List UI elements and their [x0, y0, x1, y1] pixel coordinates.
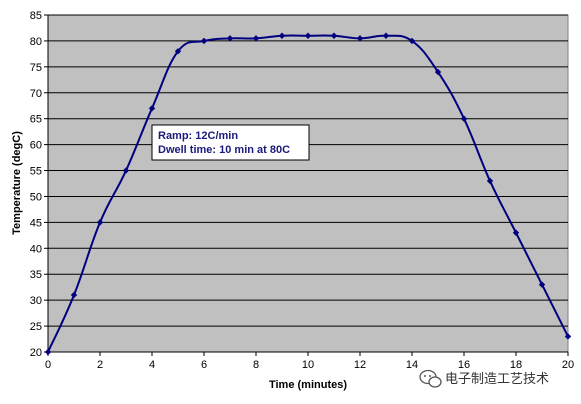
data-point [226, 35, 234, 42]
data-point [382, 32, 390, 39]
annotation-ramp: Ramp: 12C/min [158, 130, 238, 142]
data-point [486, 177, 494, 185]
y-tick-labels: 20 25 30 35 40 45 50 55 60 65 70 75 80 85 [30, 10, 42, 359]
annotation-box: Ramp: 12C/min Dwell time: 10 min at 80C [151, 124, 310, 161]
data-point [44, 348, 52, 356]
x-axis-title: Time (minutes) [269, 379, 347, 391]
x-tick-labels: 0 2 4 6 8 10 12 14 16 18 20 [45, 359, 574, 371]
plot-area [47, 14, 569, 353]
y-tick-label: 20 [30, 347, 42, 359]
watermark-text: 电子制造工艺技术 [445, 372, 549, 387]
data-point [408, 37, 416, 45]
x-tick-label: 10 [302, 359, 314, 371]
data-point [460, 115, 468, 122]
data-point [434, 68, 442, 76]
x-tick-label: 2 [97, 359, 103, 371]
y-tick-label: 40 [30, 243, 42, 255]
y-tick-label: 25 [30, 321, 42, 333]
data-point [356, 35, 364, 42]
y-tick-label: 60 [30, 140, 42, 152]
data-point [174, 48, 182, 55]
x-tick-label: 18 [510, 359, 522, 371]
data-point-markers [44, 32, 572, 356]
data-point [96, 219, 104, 226]
y-tick-label: 55 [30, 166, 42, 178]
x-tick-label: 14 [406, 359, 418, 371]
data-point [330, 32, 338, 39]
annotation-dwell: Dwell time: 10 min at 80C [158, 144, 290, 156]
x-tick-label: 6 [201, 359, 207, 371]
wechat-icon [419, 369, 442, 388]
y-tick-label: 85 [30, 10, 42, 22]
y-tick-label: 30 [30, 295, 42, 307]
data-point [304, 32, 312, 39]
x-tick-label: 0 [45, 359, 51, 371]
data-point [512, 229, 520, 236]
x-tick-label: 20 [562, 359, 574, 371]
data-point [148, 105, 156, 112]
annotation-box-frame [151, 124, 310, 161]
data-point [278, 32, 286, 39]
y-tick-label: 75 [30, 62, 42, 74]
y-tick-label: 45 [30, 217, 42, 229]
gridlines [44, 14, 569, 356]
watermark: 电子制造工艺技术 [419, 369, 549, 388]
data-point [538, 281, 546, 288]
data-point [70, 291, 78, 299]
y-tick-label: 80 [30, 36, 42, 48]
y-axis-title: Temperature (degC) [11, 131, 23, 235]
x-tick-label: 4 [149, 359, 155, 371]
x-tick-label: 8 [253, 359, 259, 371]
data-point [200, 37, 208, 45]
data-point [564, 333, 572, 340]
x-tick-label: 16 [458, 359, 470, 371]
y-tick-label: 50 [30, 191, 42, 203]
y-tick-label: 65 [30, 114, 42, 126]
y-tick-label: 70 [30, 88, 42, 100]
data-point [122, 167, 130, 174]
y-tick-label: 35 [30, 269, 42, 281]
x-tick-label: 12 [354, 359, 366, 371]
data-point [252, 35, 260, 42]
